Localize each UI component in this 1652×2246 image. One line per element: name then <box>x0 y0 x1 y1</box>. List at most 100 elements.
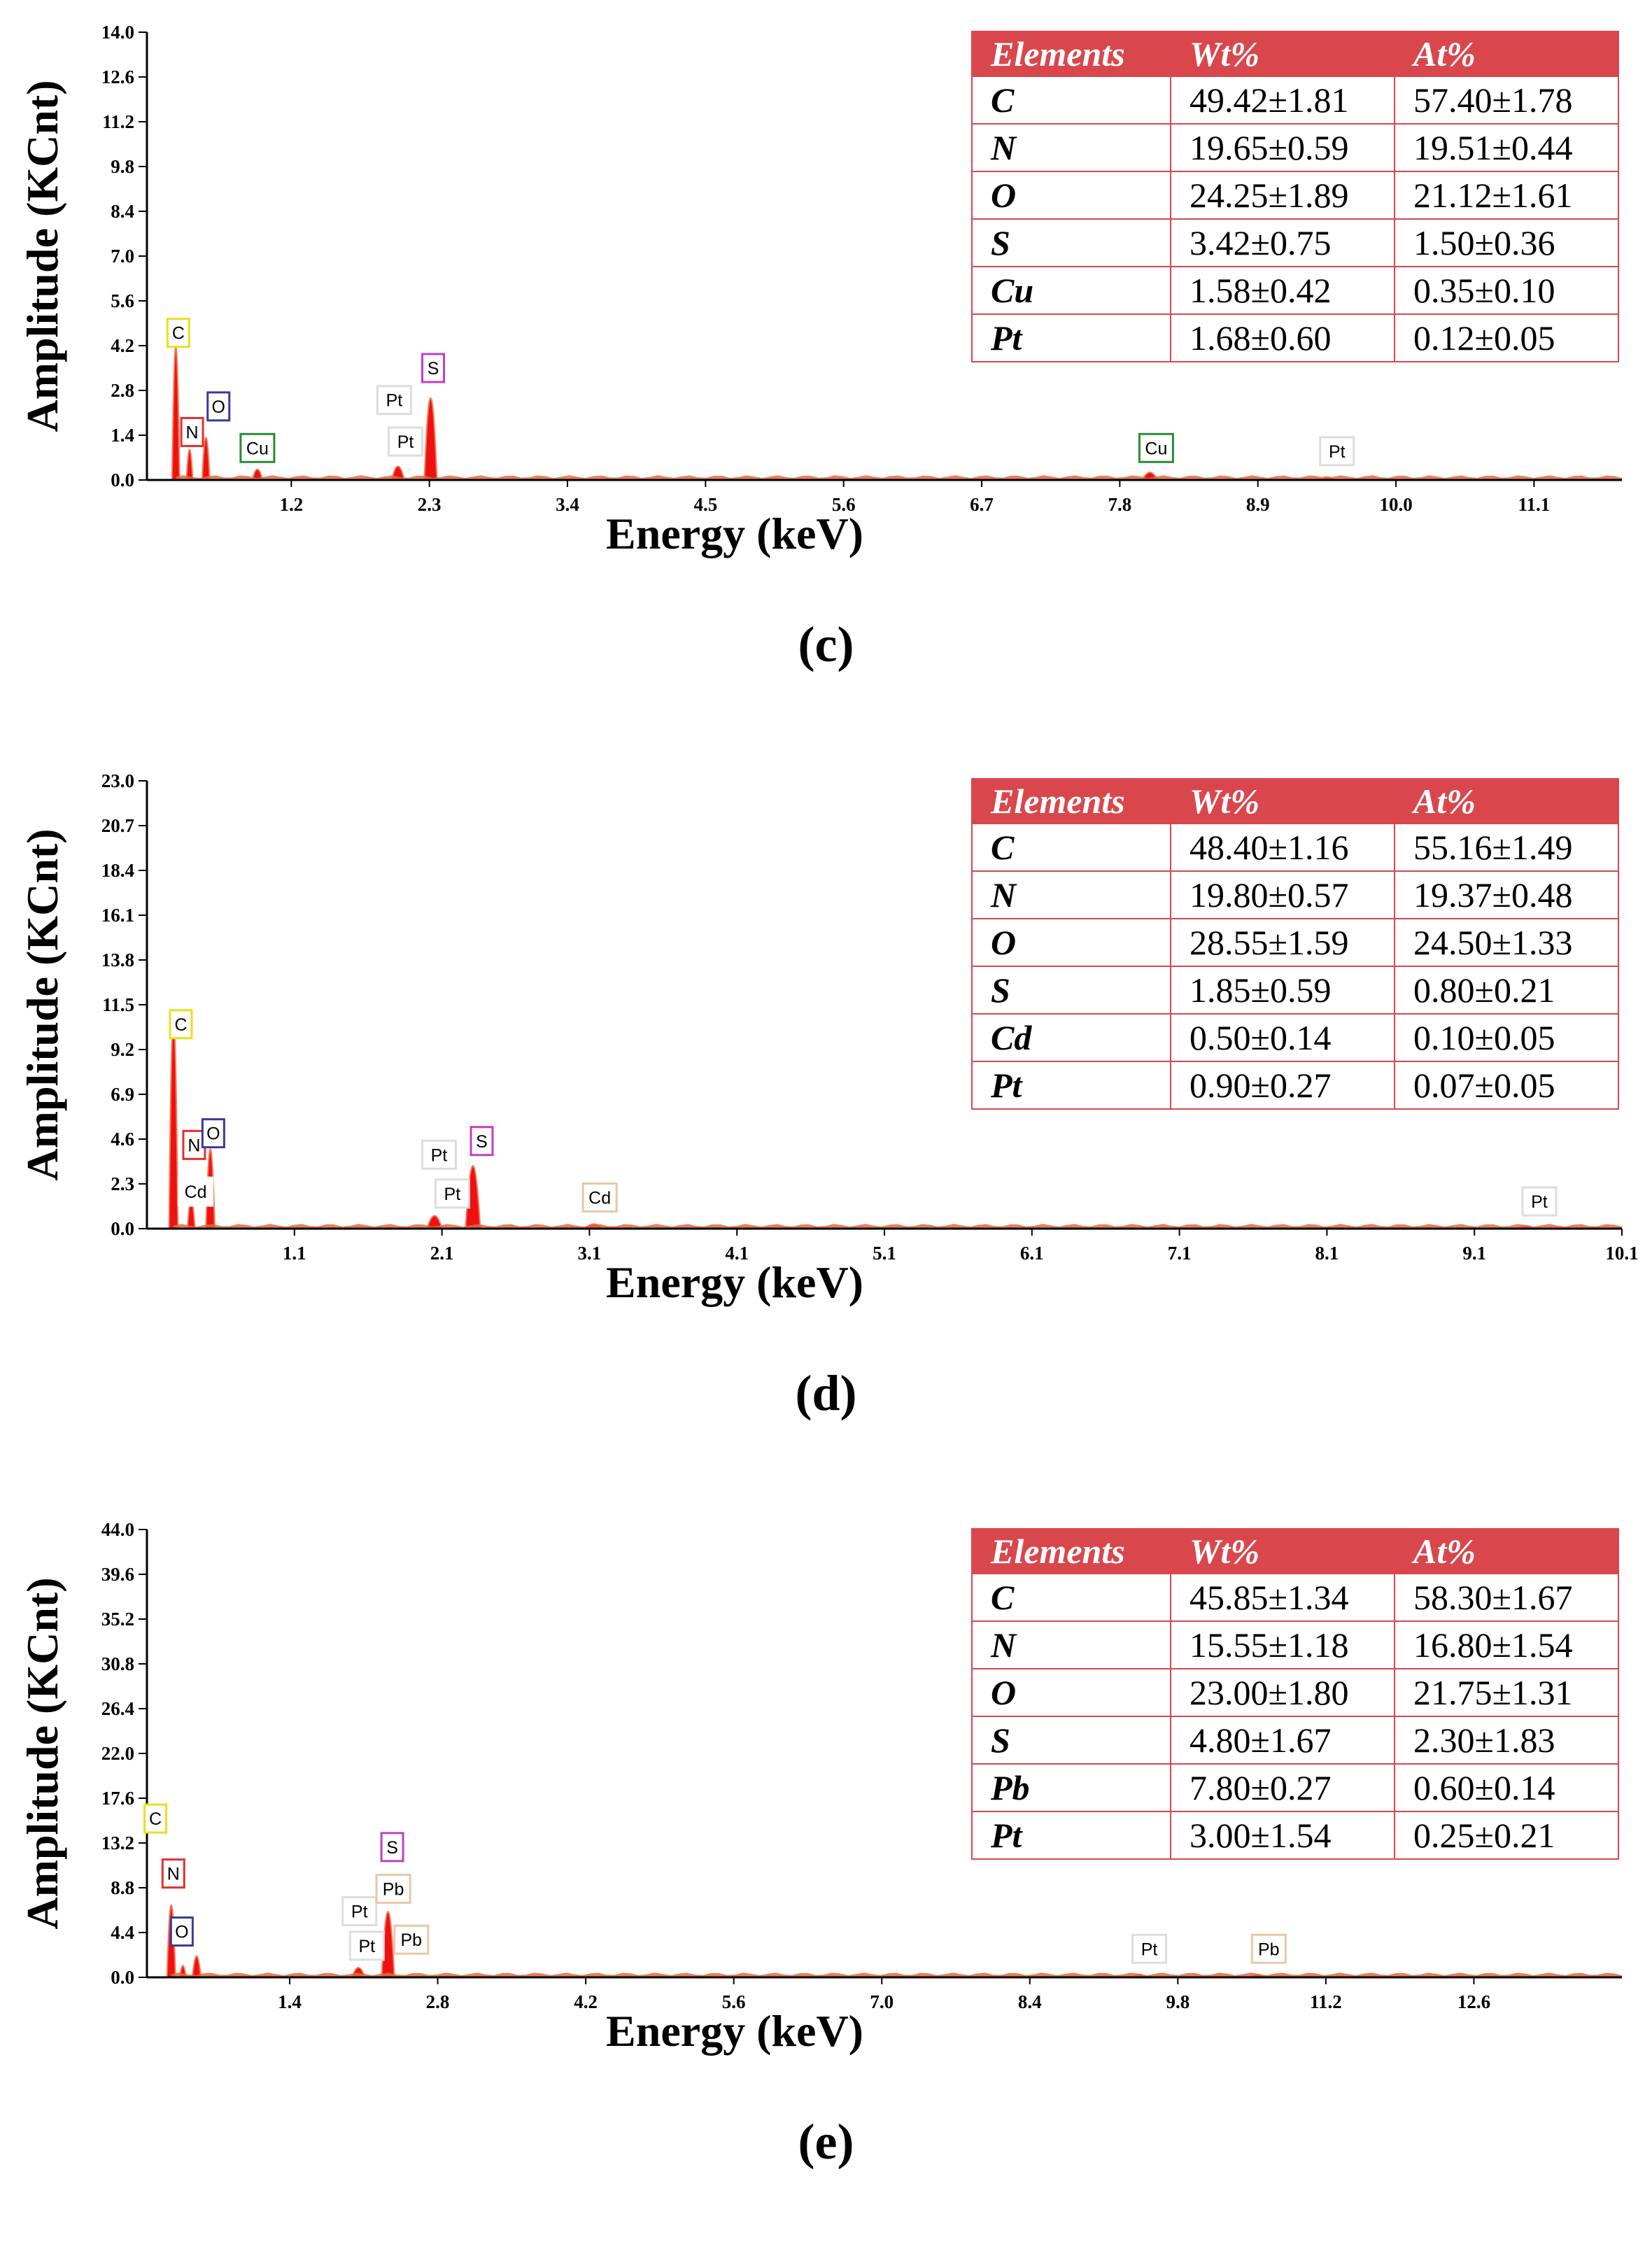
value-cell: 21.12±1.61 <box>1394 171 1619 220</box>
peak-label-box <box>421 1139 457 1170</box>
peak-label-text: Pt <box>431 1145 448 1165</box>
y-tick-label: 35.2 <box>101 1609 134 1630</box>
y-tick-label: 8.4 <box>111 201 134 222</box>
spectrum-baseline <box>173 1224 1622 1229</box>
spectrum-peak <box>201 437 211 481</box>
peak-label-box <box>470 1126 494 1157</box>
x-tick-label: 8.9 <box>1246 494 1270 515</box>
x-tick-label: 4.2 <box>574 1991 598 2012</box>
peak-label-box <box>239 432 276 463</box>
x-tick-label: 5.6 <box>722 1991 746 2012</box>
y-tick-label: 23.0 <box>101 770 134 791</box>
element-cell: Pt <box>971 313 1171 362</box>
eds-spectrum-chart-e: Amplitude (KCnt) 0.0 4.4 8.8 13.2 17.6 22.0 26.… <box>17 1519 1622 2056</box>
peak-label-text: Pt <box>1531 1192 1548 1212</box>
value-cell: 24.25±1.89 <box>1170 171 1395 220</box>
peak-label-box <box>1319 436 1355 467</box>
table-header-cell: Wt% <box>1170 1528 1395 1574</box>
peak-label-box <box>393 1924 430 1955</box>
element-cell: S <box>971 218 1171 267</box>
value-cell: 0.25±0.21 <box>1394 1811 1619 1860</box>
peak-label-box <box>1250 1933 1287 1964</box>
value-cell: 49.42±1.81 <box>1170 76 1395 125</box>
x-tick-label: 9.1 <box>1462 1243 1486 1264</box>
peak-label-text: N <box>188 1136 200 1155</box>
peak-label-text: Pt <box>397 432 414 452</box>
x-tick-label: 10.0 <box>1379 494 1412 515</box>
value-cell: 0.07±0.05 <box>1394 1061 1619 1110</box>
y-tick-label: 4.4 <box>111 1922 134 1943</box>
peak-label-box <box>348 1930 385 1961</box>
spectrum-peak <box>168 1013 179 1229</box>
peak-label-text: Cu <box>1145 439 1167 458</box>
table-row: Pt 1.68±0.60 0.12±0.05 <box>971 313 1619 362</box>
value-cell: 19.51±0.44 <box>1394 123 1619 172</box>
table-row: N 19.65±0.59 19.51±0.44 <box>971 123 1619 172</box>
x-tick-label: 2.8 <box>426 1991 450 2012</box>
y-tick-label: 30.8 <box>101 1653 134 1674</box>
value-cell: 28.55±1.59 <box>1170 918 1395 967</box>
table-row: Cu 1.58±0.42 0.35±0.10 <box>971 266 1619 315</box>
element-cell: Pt <box>971 1811 1171 1860</box>
y-tick-label: 5.6 <box>111 290 134 311</box>
x-tick-label: 6.7 <box>970 494 994 515</box>
peak-label-text: Pt <box>386 391 403 411</box>
value-cell: 3.00±1.54 <box>1170 1811 1395 1860</box>
value-cell: 0.12±0.05 <box>1394 313 1619 362</box>
y-tick-label: 0.0 <box>111 469 134 490</box>
peak-label-text: Pb <box>383 1879 404 1899</box>
peak-label-text: Cu <box>246 439 269 458</box>
peak-label-text: Cd <box>588 1188 611 1208</box>
table-header-row: Elements Wt% At% <box>971 778 1619 824</box>
peak-label-text: Cd <box>185 1182 207 1202</box>
element-cell: C <box>971 1573 1171 1622</box>
value-cell: 19.80±0.57 <box>1170 870 1395 919</box>
value-cell: 0.60±0.14 <box>1394 1763 1619 1812</box>
element-cell: C <box>971 76 1171 125</box>
y-tick-label: 44.0 <box>101 1519 134 1540</box>
x-tick-label: 11.1 <box>1518 494 1551 515</box>
x-tick-label: 10.1 <box>1605 1243 1638 1264</box>
x-axis-label: Energy (keV) <box>606 2006 863 2056</box>
composition-table-e: Elements Wt% At% C 45.85±1.34 58.30±1.67 N 15.5… <box>971 1528 1619 1860</box>
peak-label-box <box>421 353 446 383</box>
table-row: Pt 0.90±0.27 0.07±0.05 <box>971 1061 1619 1110</box>
y-tick-label: 11.5 <box>102 994 134 1015</box>
y-tick-label: 20.7 <box>101 815 134 836</box>
value-cell: 1.85±0.59 <box>1170 966 1395 1015</box>
table-row: Pt 3.00±1.54 0.25±0.21 <box>971 1811 1619 1860</box>
element-cell: N <box>971 1620 1171 1669</box>
y-tick-label: 7.0 <box>111 246 134 267</box>
value-cell: 24.50±1.33 <box>1394 918 1619 967</box>
y-tick-label: 0.0 <box>111 1218 134 1239</box>
y-tick-label: 22.0 <box>101 1743 134 1764</box>
table-row: O 23.00±1.80 21.75±1.31 <box>971 1668 1619 1717</box>
table-row: C 45.85±1.34 58.30±1.67 <box>971 1573 1619 1622</box>
table-header-row: Elements Wt% At% <box>971 31 1619 77</box>
value-cell: 1.50±0.36 <box>1394 218 1619 267</box>
y-tick-label: 14.0 <box>101 22 134 43</box>
value-cell: 3.42±0.75 <box>1170 218 1395 267</box>
spectrum-baseline <box>171 1972 1622 1977</box>
value-cell: 48.40±1.16 <box>1170 823 1395 872</box>
peak-label-box <box>388 426 424 457</box>
peak-label-text: Pb <box>400 1930 422 1950</box>
table-row: N 19.80±0.57 19.37±0.48 <box>971 870 1619 919</box>
y-tick-label: 4.6 <box>111 1129 134 1150</box>
element-cell: C <box>971 823 1171 872</box>
peak-label-box <box>581 1182 618 1213</box>
x-tick-label: 8.4 <box>1018 1991 1042 2012</box>
spectrum-peak <box>191 1955 202 1978</box>
y-tick-label: 8.8 <box>111 1877 134 1898</box>
y-tick-label: 11.2 <box>102 111 134 132</box>
table-header-cell: At% <box>1394 31 1619 77</box>
peak-label-box <box>169 1916 194 1947</box>
value-cell: 57.40±1.78 <box>1394 76 1619 125</box>
value-cell: 0.80±0.21 <box>1394 966 1619 1015</box>
table-row: O 24.25±1.89 21.12±1.61 <box>971 171 1619 220</box>
peak-label-text: Pt <box>1329 442 1346 462</box>
y-tick-label: 6.9 <box>111 1084 134 1105</box>
element-cell: Pt <box>971 1061 1171 1110</box>
composition-table-d: Elements Wt% At% C 48.40±1.16 55.16±1.49 N 19.8… <box>971 778 1619 1110</box>
panel-caption-e: (e) <box>798 2114 854 2170</box>
